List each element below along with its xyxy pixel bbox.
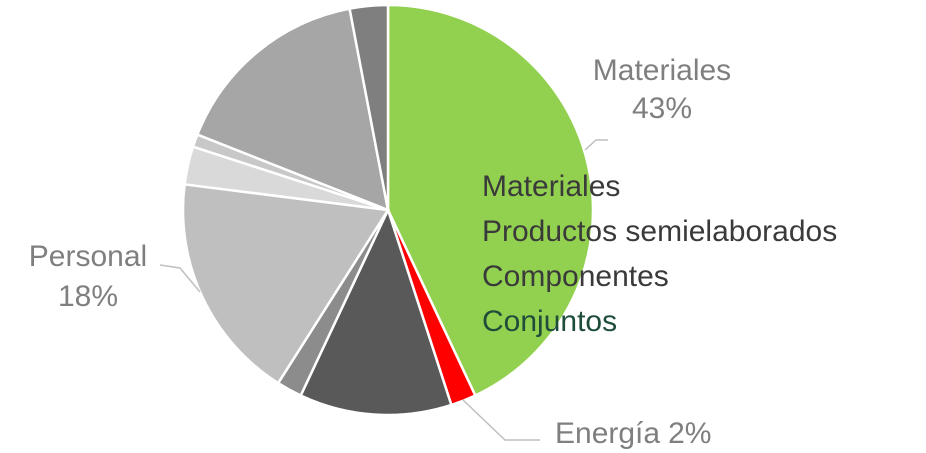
leader-line bbox=[159, 264, 201, 293]
pie-slice bbox=[386, 3, 595, 398]
labels: Materiales 43% Personal 18% Energía 2% Materia… bbox=[29, 54, 837, 450]
slice-label: Personal bbox=[29, 240, 147, 273]
slice-value-label: 18% bbox=[58, 280, 118, 313]
annotation: Componentes bbox=[482, 260, 669, 293]
pie bbox=[181, 3, 595, 417]
slice-value-label: 2% bbox=[668, 417, 711, 450]
pie-slice bbox=[181, 182, 391, 385]
pie-slice bbox=[195, 7, 390, 212]
annotation: Productos semielaborados bbox=[482, 215, 837, 248]
annotation: Materiales bbox=[482, 170, 620, 203]
annotation: Conjuntos bbox=[482, 305, 617, 338]
pie-slice bbox=[348, 3, 390, 211]
pie-slice bbox=[299, 206, 453, 417]
slice-value-label: 43% bbox=[632, 92, 692, 125]
slice-label-name: Energía bbox=[555, 417, 660, 450]
slice-label: Materiales bbox=[593, 54, 731, 87]
leader-line bbox=[462, 399, 540, 441]
slice-label: Energía 2% bbox=[555, 417, 711, 450]
leader-line bbox=[584, 139, 608, 151]
